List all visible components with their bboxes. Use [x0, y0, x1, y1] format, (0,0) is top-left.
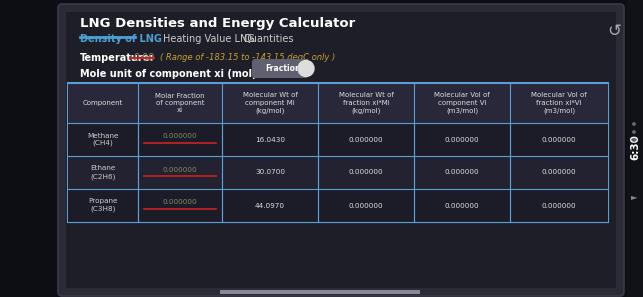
Text: ↺: ↺: [607, 22, 621, 40]
Text: 16.0430: 16.0430: [255, 137, 285, 143]
Text: Temperature:: Temperature:: [80, 53, 154, 63]
Text: 0.000000: 0.000000: [349, 137, 383, 143]
Text: LNG Densities and Energy Calculator: LNG Densities and Energy Calculator: [80, 17, 355, 30]
Text: 0.00: 0.00: [133, 53, 154, 63]
Bar: [627, 0, 643, 297]
FancyBboxPatch shape: [252, 59, 308, 78]
Bar: [68, 123, 608, 156]
Text: 0.000000: 0.000000: [163, 200, 197, 206]
Text: Quantities: Quantities: [244, 34, 294, 44]
Text: 0.000000: 0.000000: [541, 170, 576, 176]
Text: 0.000000: 0.000000: [445, 170, 479, 176]
Text: Propane
(C3H8): Propane (C3H8): [88, 198, 118, 212]
Circle shape: [633, 123, 635, 125]
Text: 6:30: 6:30: [630, 134, 640, 160]
Text: 0.000000: 0.000000: [163, 167, 197, 173]
Text: ( Range of -183.15 to -143.15 degC only ): ( Range of -183.15 to -143.15 degC only …: [160, 53, 335, 62]
Text: 0.000000: 0.000000: [541, 203, 576, 208]
Bar: [68, 156, 608, 189]
Text: 30.0700: 30.0700: [255, 170, 285, 176]
Text: 0.000000: 0.000000: [445, 203, 479, 208]
Text: 0.000000: 0.000000: [541, 137, 576, 143]
Text: ►: ►: [631, 192, 637, 201]
Circle shape: [298, 61, 314, 77]
Text: 0.000000: 0.000000: [349, 170, 383, 176]
Text: Component: Component: [83, 100, 123, 106]
Circle shape: [633, 131, 635, 133]
Circle shape: [633, 139, 635, 141]
Text: Heating Value LNG: Heating Value LNG: [163, 34, 255, 44]
Text: Molecular Vol of
component Vi
(m3/mol): Molecular Vol of component Vi (m3/mol): [434, 92, 490, 114]
Text: Molecular Vol of
fraction xi*Vi
(m3/mol): Molecular Vol of fraction xi*Vi (m3/mol): [531, 92, 587, 114]
Text: Density of LNG: Density of LNG: [80, 34, 162, 44]
Bar: [68, 189, 608, 222]
Text: Methane
(CH4): Methane (CH4): [87, 132, 119, 146]
Text: Molar Fraction
of component
xi: Molar Fraction of component xi: [155, 92, 205, 113]
FancyBboxPatch shape: [58, 4, 624, 296]
Bar: [68, 83, 608, 123]
Text: 0.000000: 0.000000: [163, 133, 197, 140]
Text: Ethane
(C2H6): Ethane (C2H6): [90, 165, 116, 179]
Text: 0.000000: 0.000000: [445, 137, 479, 143]
Text: 44.0970: 44.0970: [255, 203, 285, 208]
Bar: [66, 12, 616, 288]
Bar: [220, 290, 420, 294]
Text: Molecular Wt of
component Mi
(kg/mol): Molecular Wt of component Mi (kg/mol): [242, 92, 298, 114]
Text: Fraction: Fraction: [265, 64, 300, 73]
Text: 0.000000: 0.000000: [349, 203, 383, 208]
Text: Molecular Wt of
fraction xi*Mi
(kg/mol): Molecular Wt of fraction xi*Mi (kg/mol): [339, 92, 394, 114]
Text: Mole unit of component xi (mol):: Mole unit of component xi (mol):: [80, 69, 260, 79]
Bar: [68, 83, 608, 222]
